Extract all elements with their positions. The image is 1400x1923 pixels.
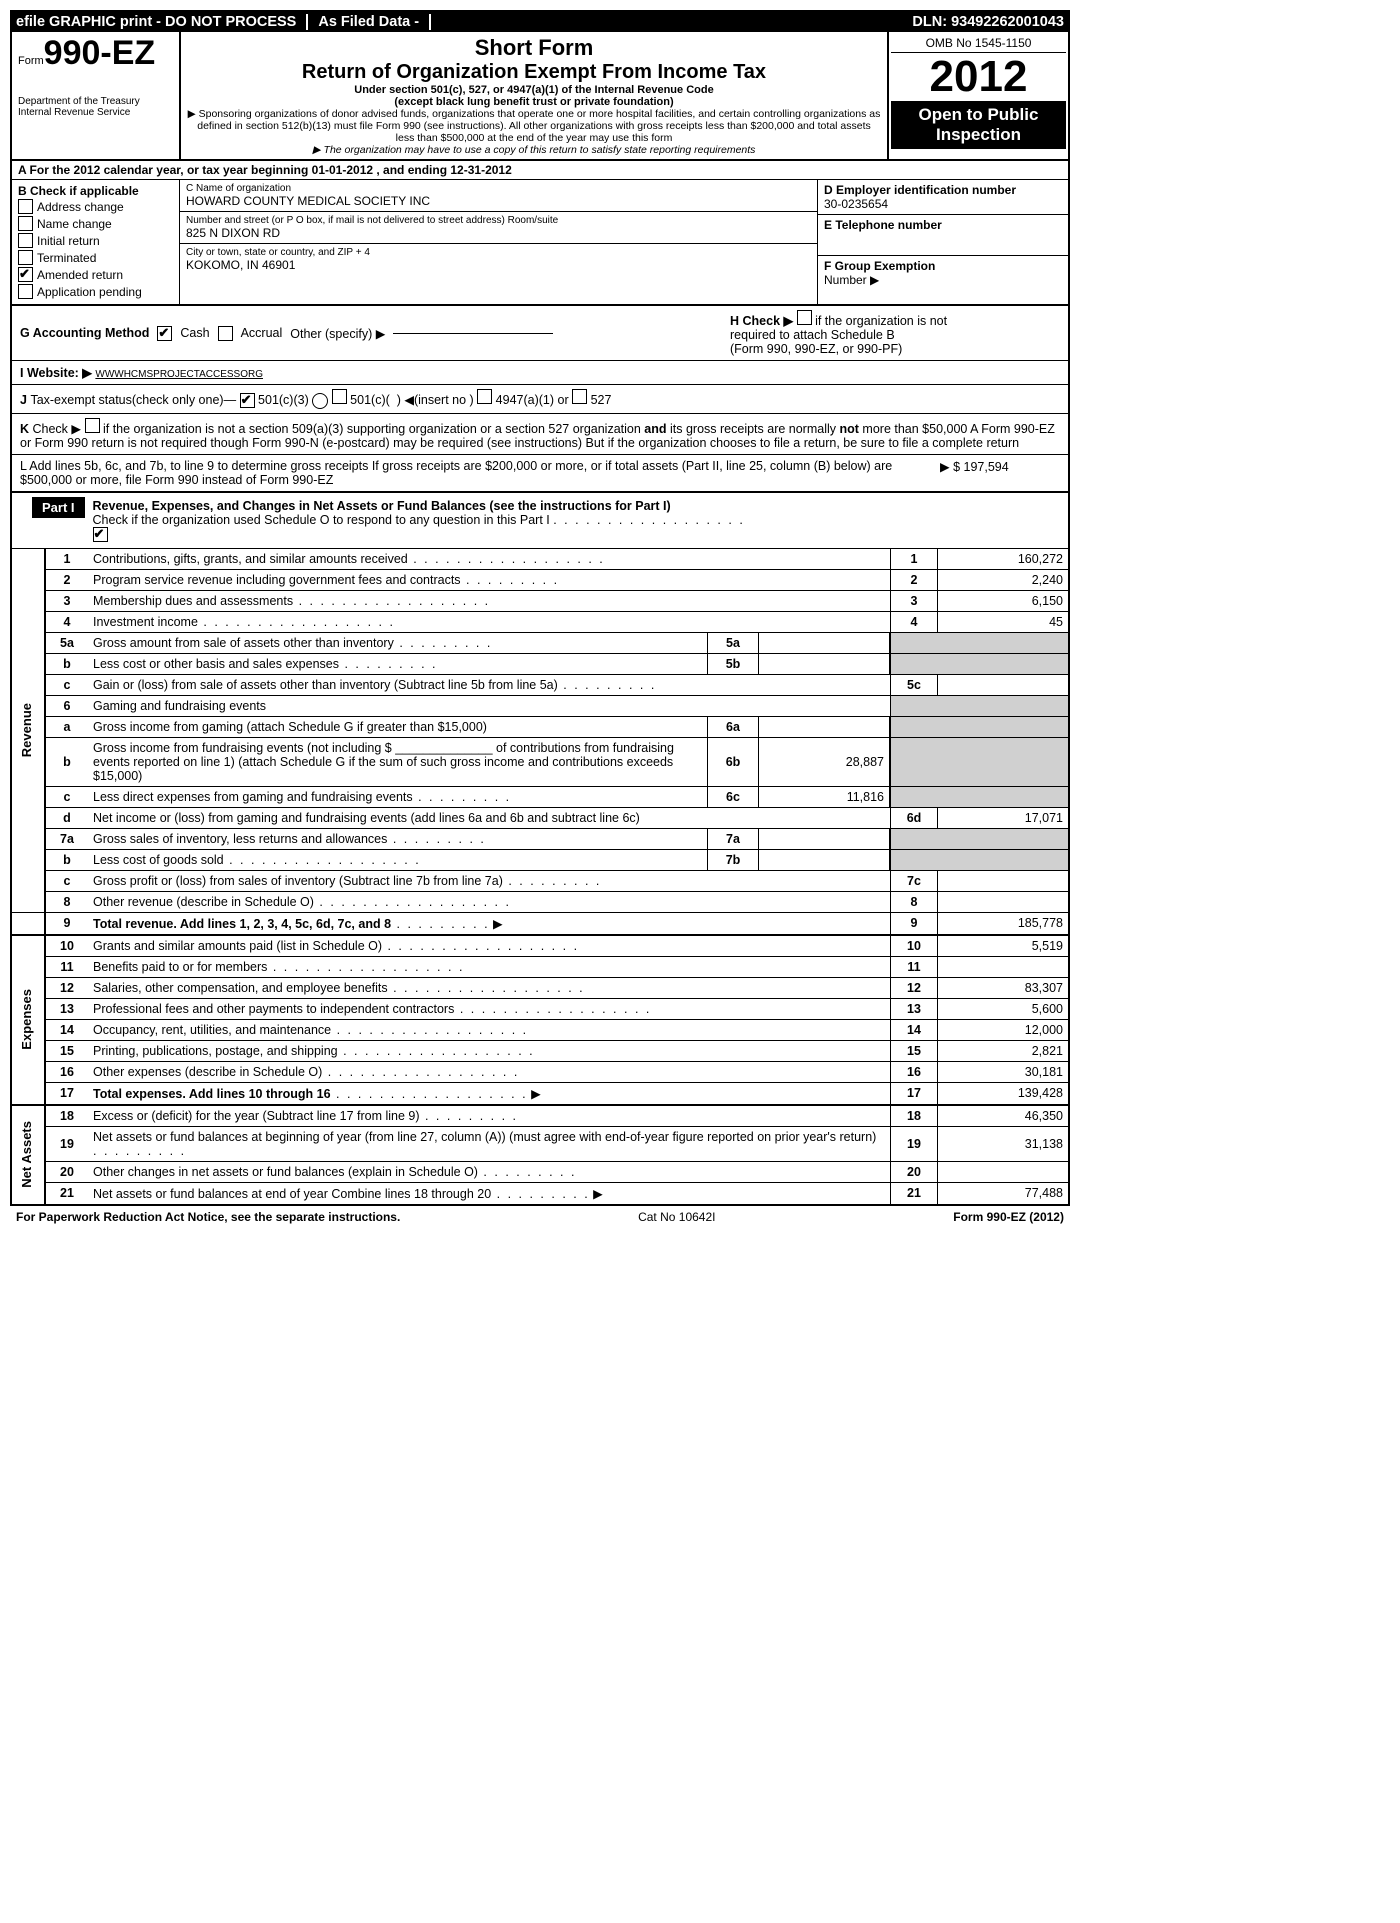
l-amount: 197,594	[964, 460, 1009, 474]
city-label: City or town, state or country, and ZIP …	[186, 247, 811, 258]
footer-right: Form 990-EZ (2012)	[953, 1210, 1064, 1224]
row-g-h: G Accounting Method Cash Accrual Other (…	[12, 306, 1068, 361]
i-label: I Website: ▶	[20, 366, 92, 380]
cash-label: Cash	[180, 326, 209, 340]
main-title: Return of Organization Exempt From Incom…	[187, 61, 881, 84]
4947-checkbox[interactable]	[477, 389, 492, 404]
asfiled-label: As Filed Data -	[318, 14, 419, 30]
header-note-1: ▶ Sponsoring organizations of donor advi…	[187, 108, 881, 144]
row-k: K Check ▶ if the organization is not a s…	[12, 414, 1068, 455]
open-public-1: Open to Public	[893, 105, 1064, 125]
form-number: 990-EZ	[44, 34, 156, 72]
section-b-to-f: B Check if applicable Address change Name…	[12, 180, 1068, 306]
cash-checkbox[interactable]	[157, 326, 172, 341]
colb-label: Amended return	[37, 268, 123, 282]
colb-checkbox[interactable]	[18, 250, 33, 265]
h-text-3: (Form 990, 990-EZ, or 990-PF)	[730, 342, 902, 356]
g-label: G Accounting Method	[20, 326, 149, 340]
revenue-sidebar: Revenue	[17, 699, 36, 761]
row-a-tax-year: A For the 2012 calendar year, or tax yea…	[12, 161, 1068, 180]
row-i: I Website: ▶ WWWHCMSPROJECTACCESSORG	[12, 361, 1068, 385]
accrual-label: Accrual	[241, 326, 283, 340]
omb-number: OMB No 1545-1150	[891, 34, 1066, 53]
f-label: F Group Exemption	[824, 259, 1062, 273]
k-checkbox[interactable]	[85, 418, 100, 433]
col-b: B Check if applicable Address change Name…	[12, 180, 180, 304]
colb-checkbox[interactable]	[18, 233, 33, 248]
h-label: H Check ▶	[730, 314, 793, 328]
colb-item: Amended return	[18, 266, 173, 283]
other-label: Other (specify) ▶	[290, 326, 385, 341]
l-text: L Add lines 5b, 6c, and 7b, to line 9 to…	[20, 459, 940, 487]
footer-left: For Paperwork Reduction Act Notice, see …	[16, 1210, 400, 1224]
col-d-e-f: D Employer identification number 30-0235…	[818, 180, 1068, 304]
c-label: C Name of organization	[186, 183, 811, 194]
colb-item: Application pending	[18, 283, 173, 300]
tax-year: 2012	[891, 53, 1066, 101]
f-label-2: Number ▶	[824, 273, 1062, 287]
colb-checkbox[interactable]	[18, 216, 33, 231]
header-note-2: ▶ The organization may have to use a cop…	[187, 144, 881, 156]
expenses-sidebar: Expenses	[17, 985, 36, 1054]
netassets-sidebar: Net Assets	[17, 1117, 36, 1192]
dept-treasury: Department of the Treasury	[18, 96, 173, 107]
form-container: efile GRAPHIC print - DO NOT PROCESS As …	[10, 10, 1070, 1206]
org-name: HOWARD COUNTY MEDICAL SOCIETY INC	[186, 194, 811, 208]
h-text-1: if the organization is not	[815, 314, 947, 328]
d-label: D Employer identification number	[824, 183, 1062, 197]
open-public-2: Inspection	[893, 125, 1064, 145]
501c-checkbox[interactable]	[332, 389, 347, 404]
form-word: Form	[18, 55, 44, 67]
colb-label: Application pending	[37, 285, 142, 299]
header: Form990-EZ Department of the Treasury In…	[12, 32, 1068, 161]
colb-item: Initial return	[18, 232, 173, 249]
footer: For Paperwork Reduction Act Notice, see …	[10, 1206, 1070, 1228]
dln-label: DLN:	[912, 14, 947, 30]
footer-mid: Cat No 10642I	[638, 1210, 715, 1224]
subtitle-2: (except black lung benefit trust or priv…	[187, 96, 881, 108]
short-form-title: Short Form	[187, 35, 881, 61]
colb-label: Address change	[37, 200, 124, 214]
colb-checkbox[interactable]	[18, 267, 33, 282]
col-c: C Name of organization HOWARD COUNTY MED…	[180, 180, 818, 304]
colb-checkbox[interactable]	[18, 199, 33, 214]
ein-value: 30-0235654	[824, 197, 1062, 211]
colb-item: Terminated	[18, 249, 173, 266]
website-value: WWWHCMSPROJECTACCESSORG	[95, 369, 263, 380]
h-text-2: required to attach Schedule B	[730, 328, 895, 342]
street-address: 825 N DIXON RD	[186, 226, 811, 240]
subtitle-1: Under section 501(c), 527, or 4947(a)(1)…	[187, 84, 881, 96]
part-1-title: Revenue, Expenses, and Changes in Net As…	[93, 499, 671, 513]
schedule-o-checkbox[interactable]	[93, 527, 108, 542]
row-j: J Tax-exempt status(check only one)— 501…	[12, 385, 1068, 414]
colb-label: Name change	[37, 217, 112, 231]
colb-item: Name change	[18, 215, 173, 232]
colb-item: Address change	[18, 198, 173, 215]
row-l: L Add lines 5b, 6c, and 7b, to line 9 to…	[12, 455, 1068, 493]
l-amt-label: ▶ $	[940, 460, 960, 474]
colb-checkbox[interactable]	[18, 284, 33, 299]
part-1-sub: Check if the organization used Schedule …	[93, 513, 550, 527]
lines-table: Revenue 1 Contributions, gifts, grants, …	[12, 549, 1068, 1204]
city-state-zip: KOKOMO, IN 46901	[186, 258, 811, 272]
e-label: E Telephone number	[824, 218, 1062, 232]
irs-label: Internal Revenue Service	[18, 107, 173, 118]
part-1-header: Part I Revenue, Expenses, and Changes in…	[12, 493, 1068, 549]
colb-label: Terminated	[37, 251, 96, 265]
part-1-tag: Part I	[32, 497, 85, 518]
colb-label: Initial return	[37, 234, 100, 248]
top-bar: efile GRAPHIC print - DO NOT PROCESS As …	[12, 12, 1068, 32]
527-checkbox[interactable]	[572, 389, 587, 404]
501c3-checkbox[interactable]	[240, 393, 255, 408]
dln-value: 93492262001043	[951, 14, 1064, 30]
addr-label: Number and street (or P O box, if mail i…	[186, 215, 811, 226]
efile-label: efile GRAPHIC print - DO NOT PROCESS	[16, 14, 296, 30]
accrual-checkbox[interactable]	[218, 326, 233, 341]
col-b-head: B Check if applicable	[18, 184, 173, 198]
h-checkbox[interactable]	[797, 310, 812, 325]
